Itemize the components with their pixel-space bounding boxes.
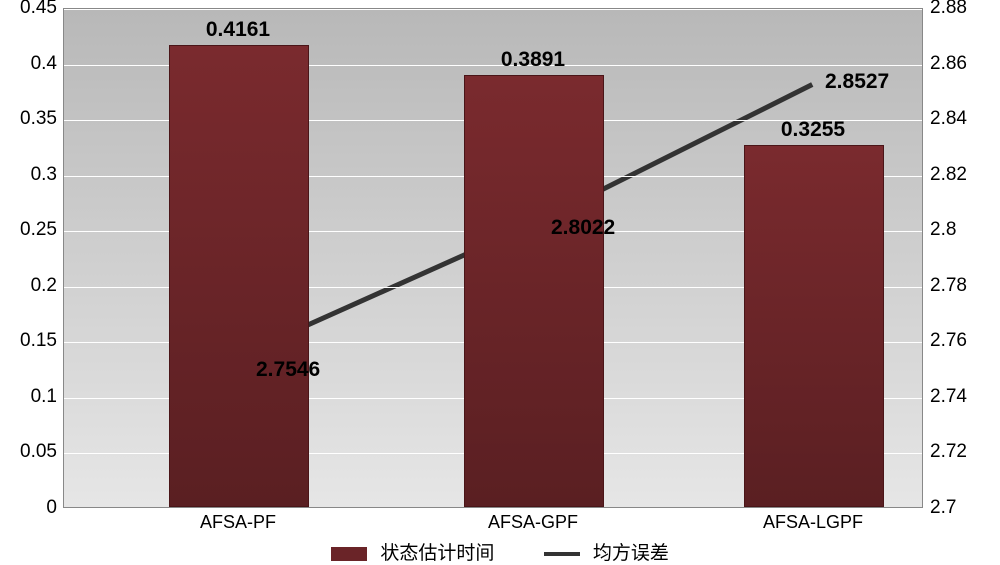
- line-value-label: 2.8527: [825, 70, 889, 94]
- y-left-tick: 0.35: [20, 108, 57, 130]
- y-left-tick: 0.2: [31, 275, 57, 297]
- legend-item-bar: 状态估计时间: [331, 538, 494, 565]
- bar: [464, 75, 604, 507]
- line-value-label: 2.7546: [256, 358, 320, 382]
- bar-value-label: 0.3255: [781, 118, 845, 142]
- bar: [744, 145, 884, 507]
- legend-item-line: 均方误差: [544, 538, 669, 565]
- y-left-tick: 0.05: [20, 441, 57, 463]
- y-left-tick: 0.45: [20, 0, 57, 19]
- y-right-tick: 2.78: [930, 275, 967, 297]
- y-left-tick: 0: [46, 497, 57, 519]
- y-right-tick: 2.86: [930, 53, 967, 75]
- y-right-tick: 2.8: [930, 219, 956, 241]
- y-right-tick: 2.84: [930, 108, 967, 130]
- y-left-tick: 0.25: [20, 219, 57, 241]
- bar: [169, 45, 309, 507]
- y-right-tick: 2.74: [930, 386, 967, 408]
- legend-line-label: 均方误差: [593, 543, 669, 564]
- legend: 状态估计时间 均方误差: [0, 538, 1000, 565]
- y-left-tick: 0.1: [31, 386, 57, 408]
- x-category-label: AFSA-LGPF: [763, 512, 863, 533]
- y-left-tick: 0.15: [20, 330, 57, 352]
- legend-bar-swatch: [331, 547, 367, 561]
- legend-bar-label: 状态估计时间: [380, 543, 494, 564]
- y-left-tick: 0.4: [31, 53, 57, 75]
- y-right-tick: 2.76: [930, 330, 967, 352]
- bar-value-label: 0.3891: [501, 48, 565, 72]
- gridline: [64, 9, 922, 10]
- line-value-label: 2.8022: [551, 216, 615, 240]
- legend-line-swatch: [544, 552, 580, 556]
- x-category-label: AFSA-PF: [200, 512, 276, 533]
- x-category-label: AFSA-GPF: [488, 512, 578, 533]
- bar-value-label: 0.4161: [206, 18, 270, 42]
- plot-area: [63, 8, 923, 508]
- y-right-tick: 2.88: [930, 0, 967, 19]
- y-right-tick: 2.72: [930, 441, 967, 463]
- y-right-tick: 2.82: [930, 164, 967, 186]
- y-left-tick: 0.3: [31, 164, 57, 186]
- chart-container: 状态估计时间 均方误差 0 2.7 0.05 2.72 0.1 2.74 0.15 2.76 0…: [0, 0, 1000, 565]
- y-right-tick: 2.7: [930, 497, 956, 519]
